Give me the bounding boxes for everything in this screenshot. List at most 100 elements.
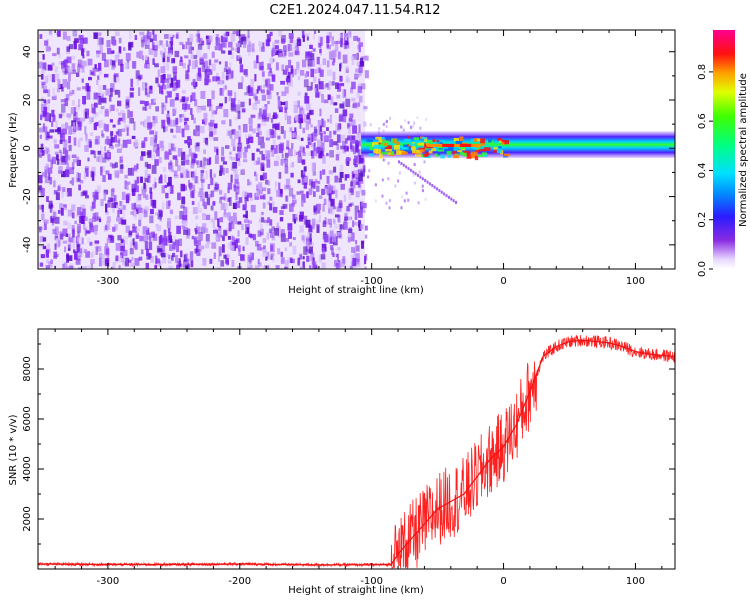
noise-speckle <box>227 236 231 240</box>
noise-speckle <box>139 100 145 105</box>
y-tick-label: -20 <box>22 188 33 204</box>
noise-speckle <box>84 168 89 177</box>
noise-speckle <box>82 249 88 253</box>
noise-speckle <box>41 225 45 229</box>
noise-speckle <box>265 78 271 88</box>
noise-speckle <box>171 252 176 258</box>
noise-speckle <box>118 138 121 147</box>
noise-speckle <box>68 255 73 261</box>
noise-speckle <box>261 118 267 126</box>
noise-speckle <box>218 255 221 262</box>
noise-speckle <box>340 134 346 143</box>
noise-speckle <box>261 46 265 52</box>
noise-speckle <box>336 206 342 212</box>
noise-speckle <box>284 266 289 269</box>
noise-speckle <box>330 198 335 207</box>
noise-speckle <box>76 236 80 242</box>
noise-speckle <box>56 154 59 161</box>
noise-speckle <box>305 51 310 58</box>
noise-speckle <box>38 175 43 184</box>
noise-speckle <box>69 180 72 184</box>
noise-speckle <box>310 68 315 78</box>
noise-speckle <box>82 86 87 90</box>
noise-speckle <box>306 71 310 77</box>
noise-speckle <box>173 235 177 240</box>
noise-speckle <box>344 208 349 216</box>
noise-speckle <box>308 188 313 196</box>
noise-speckle <box>95 93 99 99</box>
noise-speckle <box>79 179 84 184</box>
noise-speckle <box>77 138 81 148</box>
noise-speckle <box>142 106 146 111</box>
noise-speckle <box>224 85 227 90</box>
y-tick-label: 8000 <box>22 356 33 381</box>
noise-speckle <box>155 159 159 166</box>
noise-speckle <box>331 190 335 194</box>
noise-speckle <box>256 126 260 132</box>
noise-speckle <box>72 229 75 238</box>
noise-speckle <box>160 244 166 253</box>
noise-speckle <box>173 119 178 127</box>
noise-speckle <box>259 212 263 221</box>
signal-blob <box>483 153 488 157</box>
noise-speckle <box>62 187 66 193</box>
noise-speckle <box>160 145 165 151</box>
noise-speckle <box>217 218 220 227</box>
noise-speckle <box>381 194 384 198</box>
noise-speckle <box>148 241 153 251</box>
noise-speckle <box>269 203 273 211</box>
noise-speckle <box>164 184 168 188</box>
noise-speckle <box>160 66 166 74</box>
noise-speckle <box>183 185 187 191</box>
noise-speckle <box>276 49 280 56</box>
noise-speckle <box>329 235 335 244</box>
noise-speckle <box>231 138 236 147</box>
noise-speckle <box>310 143 315 148</box>
noise-speckle <box>100 198 104 207</box>
noise-speckle <box>217 105 223 109</box>
noise-speckle <box>88 139 92 148</box>
noise-speckle <box>203 118 207 126</box>
noise-speckle <box>306 255 310 262</box>
snr-point <box>621 345 623 348</box>
noise-speckle <box>333 130 337 135</box>
noise-speckle <box>125 96 131 102</box>
noise-speckle <box>71 100 75 106</box>
noise-speckle <box>208 123 213 132</box>
noise-speckle <box>181 196 186 205</box>
noise-speckle <box>279 142 285 151</box>
noise-speckle <box>250 78 255 88</box>
noise-speckle <box>183 254 187 262</box>
noise-speckle <box>149 38 154 43</box>
noise-speckle <box>277 135 281 140</box>
noise-speckle <box>273 160 279 167</box>
noise-speckle <box>333 102 338 106</box>
noise-speckle <box>124 180 127 190</box>
noise-speckle <box>312 34 315 40</box>
noise-speckle <box>345 67 349 74</box>
noise-speckle <box>194 130 200 137</box>
noise-speckle <box>301 193 306 203</box>
noise-speckle <box>76 117 81 125</box>
noise-speckle <box>115 242 121 251</box>
noise-speckle <box>286 75 290 80</box>
noise-speckle <box>64 262 68 269</box>
noise-speckle <box>149 191 153 200</box>
noise-speckle <box>385 201 388 205</box>
noise-speckle <box>196 248 201 257</box>
noise-speckle <box>261 71 265 77</box>
noise-speckle <box>166 221 171 229</box>
noise-speckle <box>38 61 43 69</box>
noise-speckle <box>414 172 417 176</box>
noise-speckle <box>138 256 143 261</box>
noise-speckle <box>84 216 88 221</box>
noise-speckle <box>245 134 248 139</box>
noise-speckle <box>256 184 259 191</box>
noise-speckle <box>344 145 349 152</box>
noise-speckle <box>199 37 203 46</box>
noise-speckle <box>132 223 136 228</box>
noise-speckle <box>184 55 189 59</box>
noise-speckle <box>262 172 267 180</box>
snr-point <box>648 353 650 355</box>
noise-speckle <box>241 76 244 83</box>
